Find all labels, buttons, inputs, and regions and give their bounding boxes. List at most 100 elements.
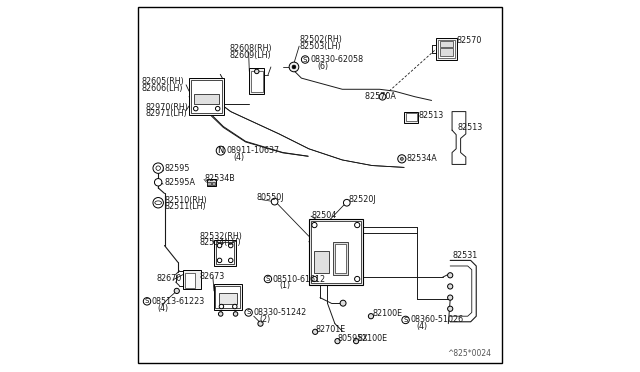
Bar: [404, 112, 418, 123]
Text: 80550J: 80550J: [257, 193, 284, 202]
Bar: [314, 251, 330, 273]
Circle shape: [232, 304, 237, 309]
Circle shape: [353, 339, 358, 344]
Circle shape: [218, 312, 223, 316]
Circle shape: [153, 163, 163, 173]
Text: 82673: 82673: [199, 272, 225, 280]
Circle shape: [312, 329, 318, 334]
Circle shape: [271, 198, 278, 205]
Circle shape: [447, 273, 453, 278]
Bar: [310, 221, 361, 283]
Text: (2): (2): [260, 315, 271, 324]
Text: 82595A: 82595A: [165, 178, 196, 187]
Text: 08513-61223: 08513-61223: [152, 297, 205, 306]
Text: 82670: 82670: [156, 274, 182, 283]
Bar: [335, 244, 346, 273]
Text: 82100E: 82100E: [372, 309, 402, 318]
Circle shape: [154, 179, 162, 186]
Circle shape: [228, 243, 233, 248]
Text: 82503(LH): 82503(LH): [300, 42, 342, 51]
Bar: [183, 270, 201, 289]
Circle shape: [402, 316, 410, 324]
Circle shape: [245, 309, 252, 316]
Text: 82609(LH): 82609(LH): [229, 51, 271, 60]
Text: 08330-51242: 08330-51242: [253, 308, 307, 317]
Text: 82534B: 82534B: [205, 174, 236, 183]
Ellipse shape: [155, 201, 161, 205]
Text: 82608(RH): 82608(RH): [229, 44, 272, 53]
Circle shape: [289, 62, 299, 72]
Circle shape: [447, 284, 453, 289]
Bar: [212, 182, 215, 185]
Text: 82701E: 82701E: [316, 325, 346, 334]
Bar: [195, 94, 219, 104]
Bar: [250, 68, 264, 94]
Text: S: S: [266, 276, 270, 282]
Bar: [309, 219, 363, 285]
Circle shape: [218, 258, 222, 263]
Text: 82520J: 82520J: [348, 195, 376, 203]
Bar: [216, 286, 241, 308]
Circle shape: [340, 300, 346, 306]
Circle shape: [447, 306, 453, 311]
Text: 82570A: 82570A: [365, 92, 398, 101]
Bar: [185, 273, 195, 288]
Text: 08510-61612: 08510-61612: [273, 275, 326, 283]
Circle shape: [397, 155, 406, 163]
Circle shape: [219, 304, 223, 309]
Text: 82570: 82570: [457, 36, 483, 45]
Circle shape: [292, 65, 296, 69]
Text: 82531: 82531: [452, 251, 477, 260]
Text: (4): (4): [234, 153, 245, 162]
Circle shape: [156, 166, 161, 170]
Circle shape: [193, 106, 198, 111]
Bar: [207, 182, 211, 185]
Text: 82502(RH): 82502(RH): [300, 35, 343, 44]
Text: (6): (6): [317, 62, 328, 71]
Circle shape: [401, 157, 403, 160]
Text: 80595X: 80595X: [338, 334, 369, 343]
Text: 82971(LH): 82971(LH): [145, 109, 187, 118]
Bar: [214, 240, 236, 266]
Text: 82513: 82513: [419, 111, 444, 120]
Circle shape: [258, 321, 263, 326]
Text: 08360-51026: 08360-51026: [410, 315, 463, 324]
Circle shape: [447, 295, 453, 300]
Circle shape: [301, 56, 309, 63]
Circle shape: [264, 275, 271, 283]
Circle shape: [218, 243, 222, 248]
Bar: [436, 38, 456, 60]
Text: S: S: [145, 298, 149, 304]
Text: (1): (1): [279, 281, 290, 290]
Text: 82606(LH): 82606(LH): [141, 84, 183, 93]
Bar: [440, 48, 453, 56]
Text: 82532(RH): 82532(RH): [199, 232, 242, 241]
Text: 82504: 82504: [312, 211, 337, 219]
Circle shape: [335, 339, 340, 344]
Bar: [219, 293, 237, 304]
Text: 82100E: 82100E: [357, 334, 387, 343]
Bar: [189, 78, 225, 115]
Text: (4): (4): [417, 322, 428, 331]
Text: 08911-10637: 08911-10637: [227, 146, 280, 155]
Text: ^825*0024: ^825*0024: [447, 349, 491, 358]
Circle shape: [312, 276, 317, 282]
Text: S: S: [403, 317, 408, 323]
Text: (4): (4): [157, 304, 168, 312]
Circle shape: [312, 222, 317, 228]
Circle shape: [369, 314, 374, 319]
Circle shape: [344, 199, 350, 206]
Text: 82595: 82595: [165, 164, 190, 173]
Bar: [438, 40, 454, 58]
Text: N: N: [218, 146, 224, 155]
Text: 82513: 82513: [458, 123, 483, 132]
Circle shape: [216, 146, 225, 155]
Text: 82534(LH): 82534(LH): [199, 238, 241, 247]
Circle shape: [216, 106, 220, 111]
Circle shape: [355, 276, 360, 282]
Circle shape: [153, 198, 163, 208]
Bar: [406, 113, 417, 121]
Circle shape: [379, 93, 386, 100]
Text: 08330-62058: 08330-62058: [310, 55, 364, 64]
Text: S: S: [246, 310, 251, 315]
